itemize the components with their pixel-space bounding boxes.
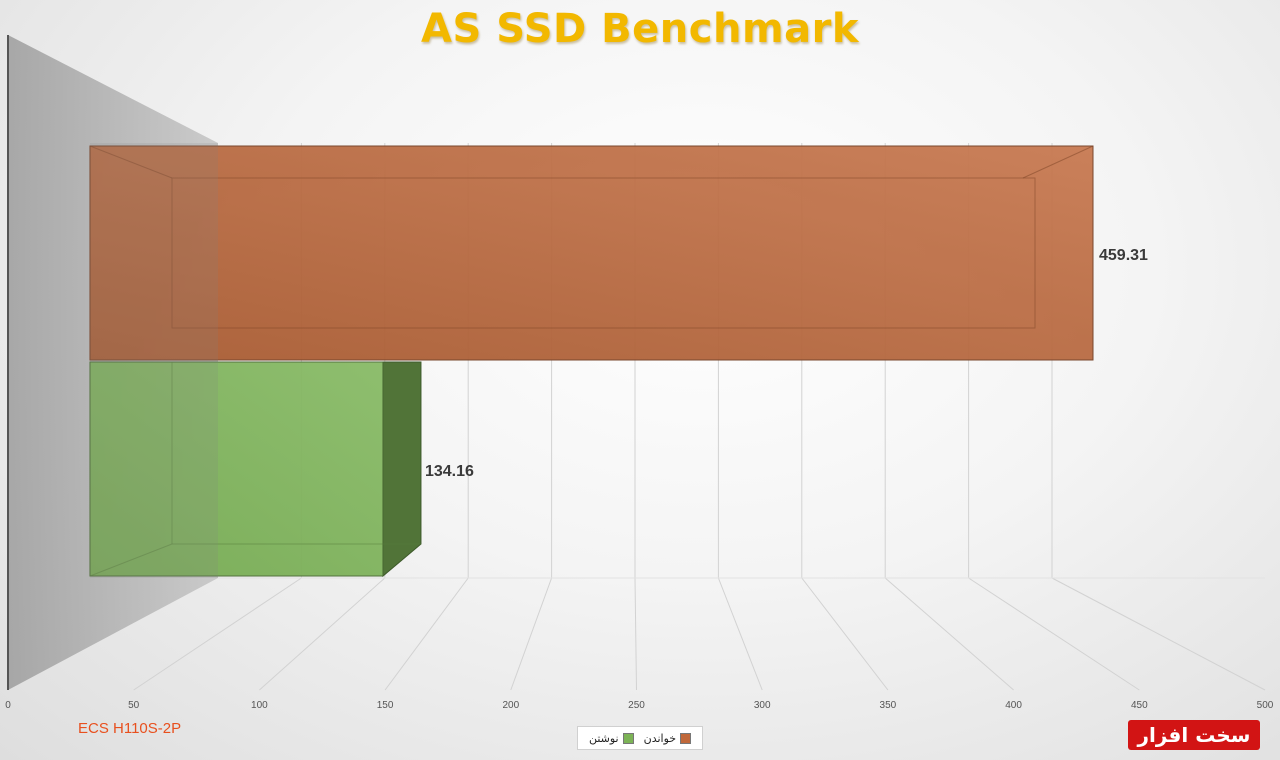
bar-write <box>89 361 384 577</box>
gridline-floor <box>717 577 763 691</box>
chart-title: AS SSD Benchmark <box>421 6 859 52</box>
x-tick-label: 450 <box>1131 700 1148 711</box>
gridline-floor <box>634 577 637 691</box>
x-tick-label: 400 <box>1005 700 1022 711</box>
bar-read-inner-edge <box>171 177 1036 329</box>
x-tick-label: 300 <box>754 700 771 711</box>
legend-swatch-write <box>622 732 634 744</box>
x-tick-label: 350 <box>880 700 897 711</box>
gridline-floor <box>968 577 1140 691</box>
data-label-write: 134.16 <box>425 463 474 480</box>
legend-item-write: نوشتن <box>589 732 634 745</box>
x-tick-label: 250 <box>628 700 645 711</box>
x-tick-label: 200 <box>502 700 519 711</box>
data-label-read: 459.31 <box>1099 247 1148 264</box>
legend-label-write: نوشتن <box>588 731 619 745</box>
gridline-floor <box>133 577 302 691</box>
wall-overlay <box>90 143 218 578</box>
gridline-floor <box>884 577 1014 691</box>
gridline-floor <box>384 577 469 691</box>
legend-swatch-read <box>680 732 692 744</box>
bar-write-depth-edge <box>89 543 173 577</box>
x-tick-label: 50 <box>128 700 140 711</box>
legend-item-read: خواندن <box>643 731 692 745</box>
bar-read-depth-edge <box>89 145 173 179</box>
gridline-floor <box>801 577 889 691</box>
chart-legend: خواندن نوشتن <box>577 726 703 750</box>
gridline-floor <box>510 577 553 691</box>
x-tick-label: 500 <box>1257 700 1274 711</box>
bar-read <box>89 145 1094 361</box>
brand-logo: سخت افزار <box>1128 720 1260 750</box>
x-tick-label: 150 <box>377 700 394 711</box>
gridline-floor <box>1051 577 1266 691</box>
bar-read-depth-edge <box>1022 145 1094 179</box>
device-model-label: ECS H110S-2P <box>78 720 182 737</box>
legend-label-read: خواندن <box>643 731 677 745</box>
x-tick-label: 0 <box>5 700 11 711</box>
x-tick-label: 100 <box>251 700 268 711</box>
gridline-floor <box>259 577 386 691</box>
